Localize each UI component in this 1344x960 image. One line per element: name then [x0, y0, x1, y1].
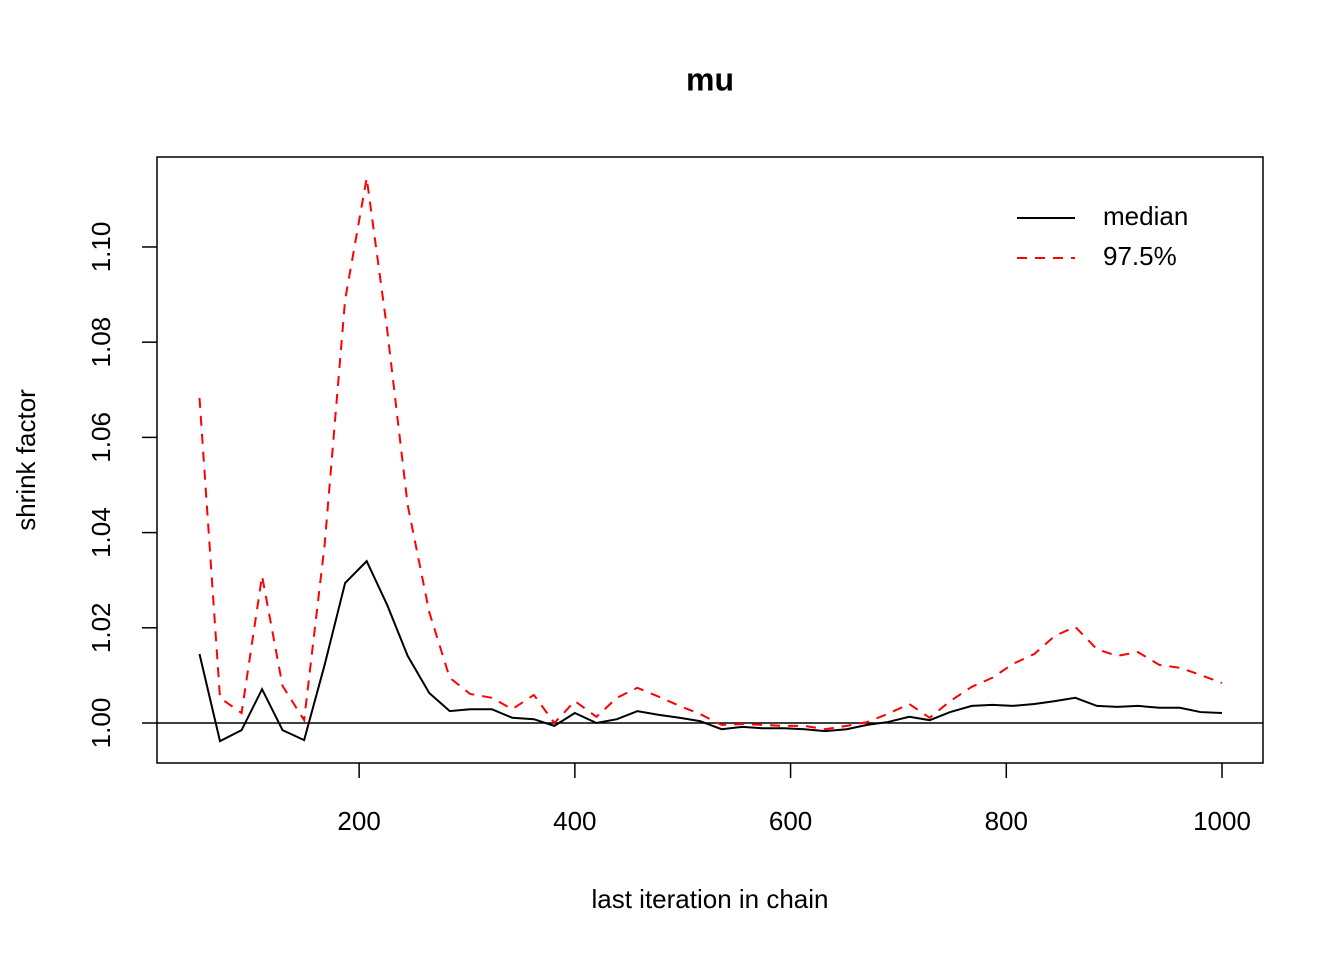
y-tick-label: 1.02: [86, 602, 116, 653]
x-axis-label: last iteration in chain: [591, 884, 828, 914]
plot-frame: [156, 156, 1264, 764]
series-line: [198, 177, 1223, 731]
y-tick-label: 1.08: [86, 317, 116, 368]
y-tick-label: 1.04: [86, 507, 116, 558]
x-tick-label: 1000: [1193, 806, 1251, 836]
x-tick-label: 600: [769, 806, 812, 836]
legend-label: 97.5%: [1103, 241, 1177, 271]
x-tick-label: 400: [553, 806, 596, 836]
legend-label: median: [1103, 201, 1188, 231]
x-tick-label: 200: [337, 806, 380, 836]
series-line: [198, 559, 1223, 743]
y-tick-label: 1.10: [86, 222, 116, 273]
y-tick-label: 1.00: [86, 698, 116, 749]
chart-title: mu: [686, 61, 734, 97]
y-axis-label: shrink factor: [11, 389, 41, 531]
y-tick-label: 1.06: [86, 412, 116, 463]
x-tick-label: 800: [985, 806, 1028, 836]
